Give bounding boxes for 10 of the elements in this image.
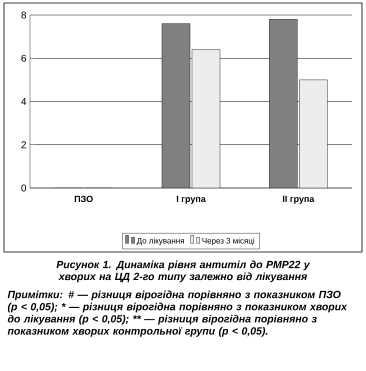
x-tick-label: ПЗО [74,196,93,202]
y-tick-label: 4 [21,98,26,105]
y-tick-label: 8 [21,11,26,19]
y-tick-label: 2 [21,141,26,148]
y-tick-label: 6 [21,54,26,62]
text: Примітки: # — різниця вірогідна порівняно з показником ПЗО (p < 0,05); * — різниця вірогідна порівняно з показником хворих до лікування (p < 0,05); ** — різниця вірогідна порівняно з показником хворих контрольної групи (p < 0,05). [8,290,348,337]
x-tick-label: ІІ група [282,196,314,204]
text: Рисунок 1. Динаміка рівня антитіл до PMP22 у хворих на ЦД 2-го типу залежно від лікування [56,260,310,282]
y-tick-label: 0 [21,184,26,192]
x-tick-label: І група [176,196,206,204]
